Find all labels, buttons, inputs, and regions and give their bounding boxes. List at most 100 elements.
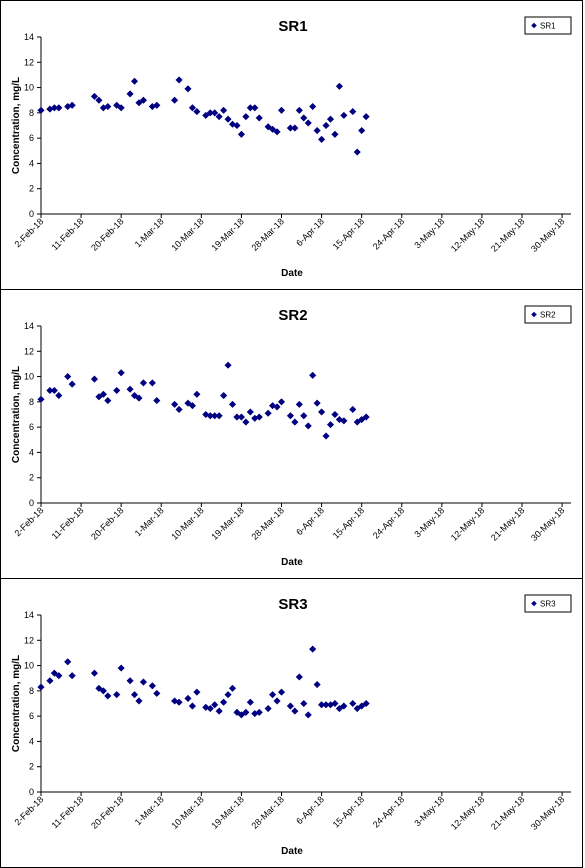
- y-tick-label: 0: [29, 787, 34, 797]
- y-tick-label: 14: [24, 32, 34, 42]
- data-point: [317, 135, 326, 144]
- data-point: [268, 690, 277, 699]
- data-point: [291, 418, 299, 426]
- data-point: [170, 400, 179, 409]
- data-point: [326, 115, 335, 123]
- data-point: [224, 361, 232, 369]
- data-point: [95, 684, 103, 692]
- data-point: [170, 96, 179, 104]
- x-tick-label: 11-Feb-18: [50, 216, 86, 252]
- data-point: [237, 413, 246, 421]
- data-point: [224, 115, 232, 123]
- y-tick-label: 0: [29, 209, 34, 219]
- chart-title: SR1: [278, 18, 307, 35]
- data-point: [295, 673, 303, 681]
- data-point: [273, 697, 281, 705]
- x-tick-label: 2-Feb-18: [13, 216, 46, 249]
- x-tick-label: 1-Mar-18: [133, 794, 166, 827]
- y-tick-label: 6: [29, 422, 34, 432]
- data-point: [202, 111, 210, 120]
- data-point: [153, 101, 161, 109]
- chart-title: SR3: [278, 596, 307, 613]
- x-axis-label: Date: [281, 557, 303, 568]
- x-tick-label: 21-May-18: [489, 505, 526, 542]
- data-point: [264, 704, 272, 713]
- x-tick-label: 2-Feb-18: [13, 505, 46, 538]
- data-point: [295, 106, 303, 114]
- data-point: [362, 112, 370, 121]
- data-point: [335, 415, 344, 424]
- data-point: [175, 698, 183, 706]
- data-point: [309, 102, 317, 111]
- data-point: [286, 412, 295, 420]
- data-point: [117, 369, 125, 377]
- data-point: [358, 126, 366, 135]
- data-point: [90, 375, 99, 383]
- data-point: [277, 398, 286, 406]
- data-point: [135, 394, 143, 402]
- data-point: [139, 678, 148, 686]
- data-point: [193, 390, 201, 398]
- data-point: [322, 432, 330, 440]
- data-point: [331, 130, 339, 139]
- data-point: [264, 409, 272, 417]
- data-point: [37, 395, 45, 403]
- data-point: [46, 677, 54, 685]
- legend: SR3: [524, 594, 572, 613]
- data-point: [304, 119, 312, 127]
- chart-panel-sr1: SR1 0 2 4 6 8 10 12 14 2-Feb-18 11-Feb-18 20-Feb-18…: [0, 0, 583, 290]
- x-tick-label: 15-Apr-18: [331, 794, 366, 829]
- x-tick-label: 12-May-18: [449, 505, 486, 542]
- y-tick-label: 4: [29, 447, 34, 457]
- data-point: [117, 104, 125, 112]
- data-point: [335, 82, 344, 90]
- data-point: [126, 385, 134, 393]
- data-point: [224, 690, 232, 699]
- data-point: [255, 413, 263, 421]
- x-tick-label: 20-Feb-18: [89, 216, 125, 252]
- data-point: [99, 390, 108, 398]
- data-point: [219, 391, 228, 400]
- y-tick-label: 6: [29, 133, 34, 143]
- data-point: [211, 701, 219, 709]
- data-point: [349, 699, 357, 708]
- data-point: [273, 128, 281, 136]
- legend: SR1: [524, 16, 572, 35]
- y-tick-label: 6: [29, 711, 34, 721]
- legend-marker-diamond-icon: [531, 22, 537, 29]
- chart-svg-sr3: SR3 0 2 4 6 8 10 12 14 2-Feb-18 11-Feb-18 20-Feb-18…: [11, 594, 572, 857]
- data-point: [175, 76, 183, 84]
- x-tick-label: 1-Mar-18: [133, 216, 166, 249]
- data-point: [264, 123, 272, 131]
- data-point: [219, 698, 228, 706]
- legend-box: [524, 16, 572, 35]
- data-point: [300, 114, 308, 122]
- data-point: [277, 106, 286, 114]
- data-point: [215, 112, 223, 121]
- y-tick-label: 12: [24, 346, 34, 356]
- chart-svg-sr1: SR1 0 2 4 6 8 10 12 14 2-Feb-18 11-Feb-18 20-Feb-18…: [11, 16, 572, 279]
- chart-svg-sr2: SR2 0 2 4 6 8 10 12 14 2-Feb-18 11-Feb-18 20-Feb-18…: [11, 305, 572, 568]
- data-point: [126, 90, 134, 98]
- data-point: [233, 708, 241, 717]
- x-tick-label: 11-Feb-18: [50, 505, 86, 541]
- data-point: [68, 101, 76, 109]
- data-point: [331, 699, 339, 708]
- data-point: [139, 96, 148, 104]
- data-point: [139, 379, 148, 387]
- x-tick-label: 30-May-18: [529, 794, 566, 831]
- x-tick-label: 19-Mar-18: [209, 216, 245, 252]
- data-point: [104, 692, 112, 700]
- data-point: [188, 401, 197, 410]
- data-point: [90, 92, 99, 101]
- data-point: [148, 379, 156, 387]
- y-tick-label: 14: [24, 610, 34, 620]
- data-point: [64, 658, 72, 666]
- x-tick-label: 11-Feb-18: [50, 794, 86, 830]
- data-point: [340, 111, 348, 120]
- data-point: [175, 405, 183, 414]
- data-point: [68, 380, 76, 388]
- data-point: [170, 697, 179, 705]
- legend-label: SR1: [540, 22, 556, 31]
